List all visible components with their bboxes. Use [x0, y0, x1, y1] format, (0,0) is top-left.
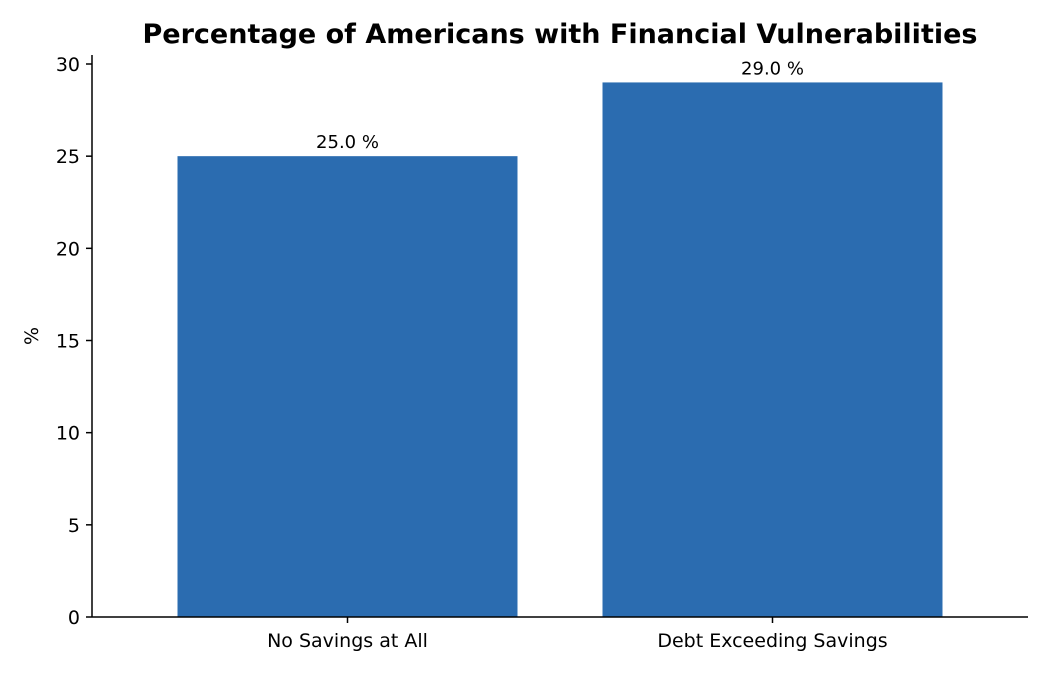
x-tick-label: No Savings at All [267, 630, 428, 652]
bar [177, 156, 518, 617]
chart-title: Percentage of Americans with Financial V… [143, 19, 978, 50]
x-tick-label: Debt Exceeding Savings [657, 630, 887, 652]
bars-group [177, 82, 943, 617]
y-tick-label: 20 [56, 238, 80, 260]
y-tick-label: 0 [68, 607, 80, 629]
y-tick-label: 15 [56, 331, 80, 353]
y-axis-ticks: 0 5 10 15 20 25 30 [56, 54, 92, 629]
y-tick-label: 5 [68, 515, 80, 537]
bar-data-label: 25.0 % [316, 132, 379, 153]
bar [602, 82, 943, 617]
data-labels-group: 25.0 % 29.0 % [316, 58, 804, 153]
y-axis-label: % [21, 327, 43, 345]
y-tick-label: 25 [56, 146, 80, 168]
bar-data-label: 29.0 % [741, 58, 804, 79]
y-tick-label: 10 [56, 423, 80, 445]
x-axis-ticks: No Savings at All Debt Exceeding Savings [267, 617, 888, 652]
y-tick-label: 30 [56, 54, 80, 76]
